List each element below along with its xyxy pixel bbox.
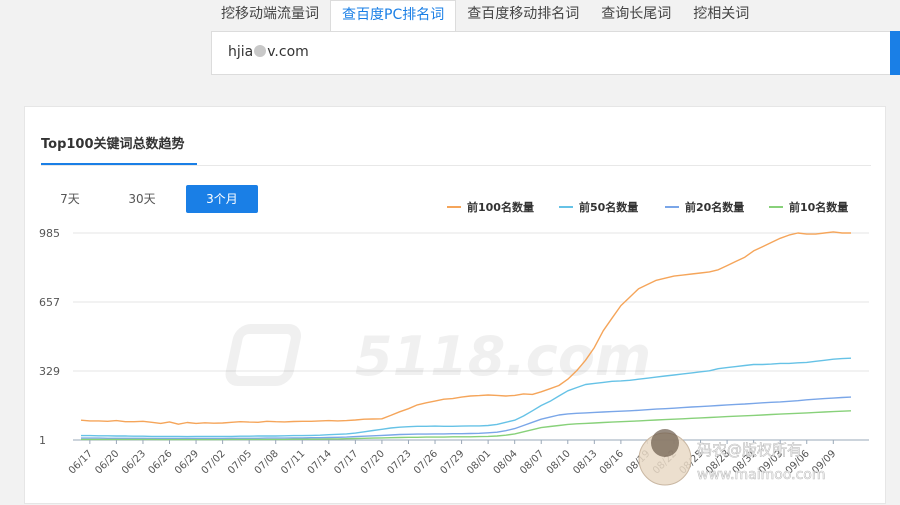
tool-tabs: 挖移动端流量词 查百度PC排名词 查百度移动排名词 查询长尾词 挖相关词 [210,0,760,31]
legend-item-top20[interactable]: 前20名数量 [665,199,744,215]
range-3-months-button[interactable]: 3个月 [186,185,258,213]
x-tick-label: 06/29 [173,448,201,476]
series-line-2 [81,396,852,440]
card-title: Top100关键词总数趋势 [41,137,185,152]
x-tick-label: 07/05 [226,448,254,476]
redaction-blur [254,45,267,57]
series-line-0 [80,231,851,425]
x-tick-label: 07/02 [200,448,228,476]
x-tick-label: 07/23 [385,448,413,476]
range-7-days-button[interactable]: 7天 [60,192,80,206]
range-30-days-button[interactable]: 30天 [128,192,156,206]
watermark-stamp-url: www.maimoo.com [697,467,826,483]
x-tick-label: 08/10 [545,448,573,476]
tab-long-tail-words[interactable]: 查询长尾词 [601,6,672,22]
x-tick-label: 07/26 [412,448,440,476]
legend-line-icon [447,206,461,208]
x-tick-label: 07/11 [279,448,307,476]
x-tick-label: 07/14 [306,448,334,476]
tab-mobile-traffic-words[interactable]: 挖移动端流量词 [221,6,319,22]
tab-related-words[interactable]: 挖相关词 [693,6,750,22]
x-tick-label: 08/13 [571,448,599,476]
x-tick-label: 08/01 [465,448,493,476]
legend-line-icon [665,206,679,208]
trend-chart: 1 329 657 985 5118.com 06/1706/2006/2306/2606… [39,227,869,486]
x-tick-label: 08/16 [598,448,626,476]
x-tick-label: 06/23 [120,448,148,476]
legend-item-top10[interactable]: 前10名数量 [769,199,848,215]
series-line-3 [81,410,852,441]
legend-line-icon [769,206,783,208]
series-line-1 [81,357,852,438]
domain-search-value: hjia v.com [228,44,309,60]
x-tick-label: 07/17 [332,448,360,476]
y-tick-label: 985 [39,227,60,240]
x-tick-label: 07/08 [253,448,281,476]
x-tick-label: 06/26 [146,448,174,476]
x-tick-label: 06/20 [93,448,121,476]
watermark-logo: 5118.com [355,325,651,388]
watermark-logo-icon [225,324,302,386]
legend-line-icon [559,206,573,208]
x-tick-label: 07/29 [439,448,467,476]
title-underline [41,163,197,165]
tab-baidu-pc-rank-words[interactable]: 查百度PC排名词 [330,0,457,31]
x-tick-label: 08/04 [492,448,520,476]
watermark-avatar-hair [651,429,679,457]
watermark-stamp: 码农@版权所有 [697,441,802,459]
x-tick-label: 07/20 [359,448,387,476]
y-tick-label: 329 [39,365,60,378]
y-tick-label: 657 [39,296,60,309]
x-tick-label: 08/07 [518,448,546,476]
legend-item-top50[interactable]: 前50名数量 [559,199,638,215]
title-divider [41,165,871,166]
tab-baidu-mobile-rank-words[interactable]: 查百度移动排名词 [467,6,580,22]
trend-card: Top100关键词总数趋势 7天 30天 3个月 前100名数量 前50名数量 … [24,106,886,504]
search-button[interactable] [890,31,900,75]
domain-search-input[interactable]: hjia v.com [211,31,891,75]
legend-item-top100[interactable]: 前100名数量 [447,199,534,215]
y-tick-label: 1 [39,434,46,447]
x-tick-label: 06/17 [67,448,95,476]
